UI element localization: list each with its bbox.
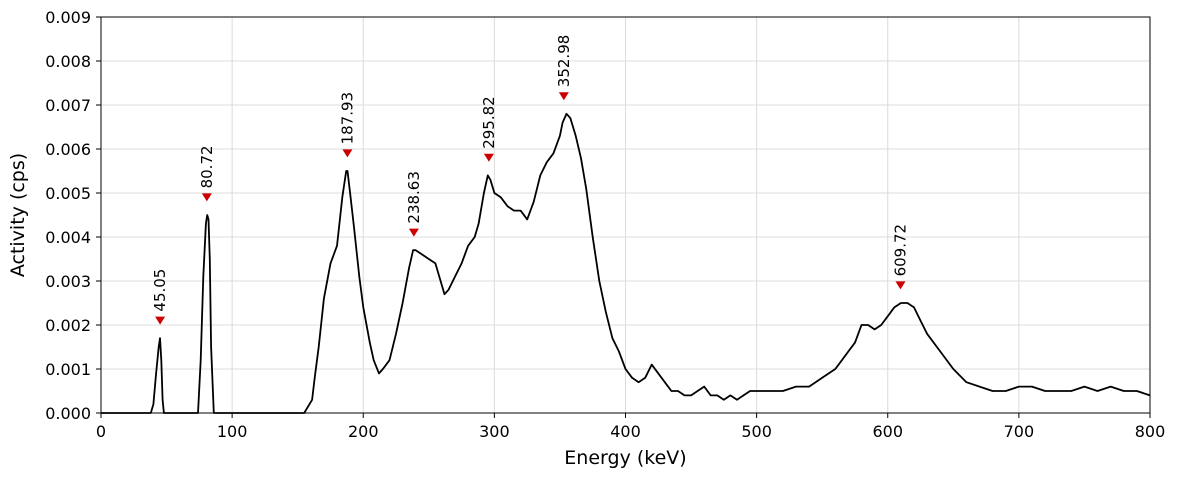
y-tick-label: 0.000 [45,404,91,423]
peak-marker [895,281,906,290]
peak-marker [558,92,569,101]
peak-marker [201,193,212,202]
x-tick-label: 600 [872,422,903,441]
y-tick-label: 0.004 [45,228,91,247]
x-axis-ticks: 0 100 200 300 400 500 600 700 800 [96,413,1165,441]
peak-label: 238.63 [405,171,423,224]
peak-marker [155,316,166,325]
peak-label: 45.05 [151,269,169,312]
x-tick-label: 100 [217,422,248,441]
spectrum-line [101,112,1151,414]
peak-label: 352.98 [555,35,573,88]
x-tick-label: 300 [479,422,510,441]
x-axis-title: Energy (keV) [564,447,686,469]
y-tick-label: 0.009 [45,8,91,27]
peak-marker [483,153,494,162]
x-tick-label: 500 [741,422,772,441]
x-tick-label: 800 [1135,422,1166,441]
x-tick-label: 200 [348,422,379,441]
y-tick-label: 0.006 [45,140,91,159]
peak-label: 187.93 [338,92,356,145]
y-axis-title: Activity (cps) [7,153,29,277]
y-tick-label: 0.001 [45,360,91,379]
x-tick-label: 700 [1004,422,1035,441]
peak-markers: 45.05 80.72 187.93 238.63 295.82 352.98 609.72 [151,35,909,325]
y-tick-label: 0.002 [45,316,91,335]
peak-marker [342,149,353,158]
x-tick-label: 400 [610,422,641,441]
peak-marker [408,228,419,237]
y-tick-label: 0.008 [45,52,91,71]
y-axis-ticks: 0.000 0.001 0.002 0.003 0.004 0.005 0.006 0.007… [45,8,101,423]
y-tick-label: 0.005 [45,184,91,203]
y-tick-label: 0.003 [45,272,91,291]
x-tick-label: 0 [96,422,106,441]
series-layer [101,112,1151,414]
grid [100,16,1151,414]
peak-label: 80.72 [198,145,216,188]
peak-label: 295.82 [480,96,498,149]
peak-label: 609.72 [891,224,909,277]
y-tick-label: 0.007 [45,96,91,115]
